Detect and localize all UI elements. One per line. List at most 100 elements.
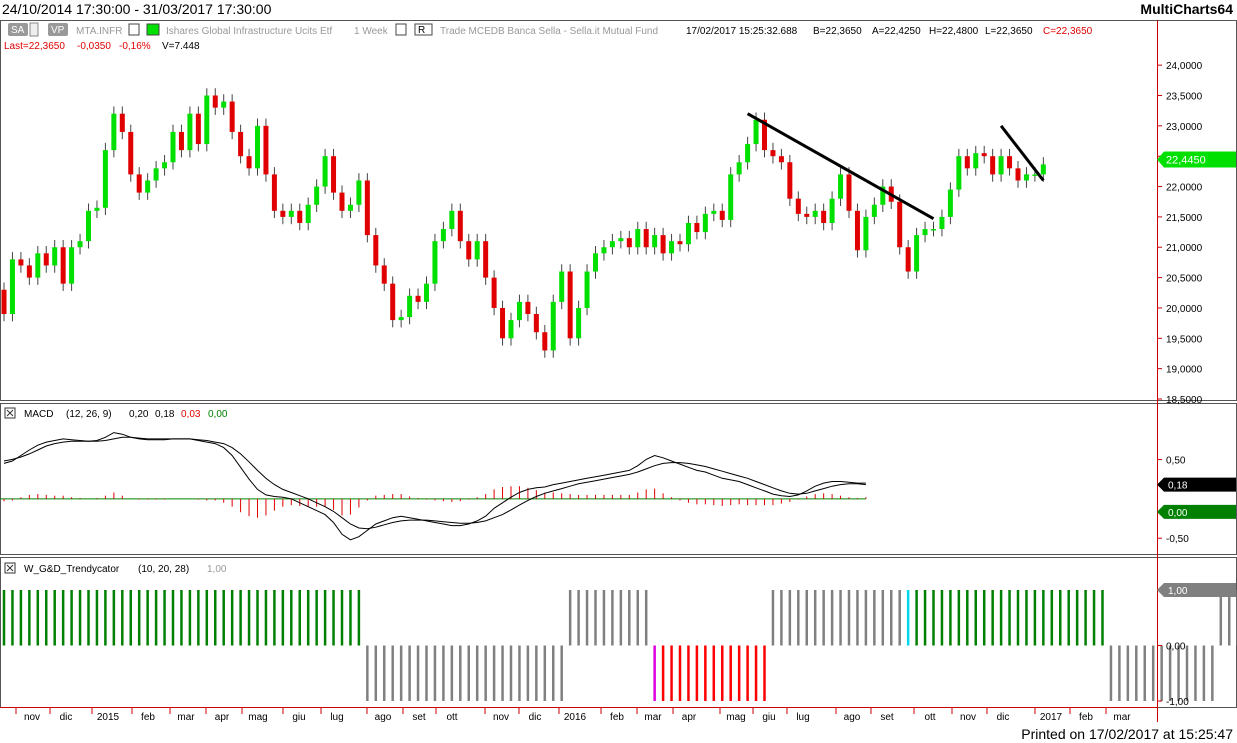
candle-body — [373, 235, 379, 266]
macd-series — [0, 432, 867, 541]
price-candles — [1, 88, 1046, 358]
candle-body — [111, 113, 117, 151]
macd-zero-tag — [1157, 504, 1236, 519]
trend-tick-label: -1,00 — [1166, 697, 1189, 708]
candle-body — [187, 113, 193, 151]
app-name: MultiCharts64 — [1140, 1, 1233, 17]
time-tick-label: apr — [682, 712, 697, 722]
trend-value: 1,00 — [207, 564, 227, 575]
candle-body — [136, 174, 142, 193]
candle-body — [719, 210, 725, 220]
macd-zero-label: 0,00 — [1168, 508, 1188, 519]
candle-body — [449, 210, 455, 230]
candle-body — [669, 241, 675, 254]
candle-body — [626, 238, 632, 248]
candle-body — [119, 113, 125, 132]
macd-panel[interactable] — [0, 403, 1237, 555]
price-change: -0,0350 — [77, 41, 111, 52]
candle-body — [838, 174, 844, 199]
macd-value-1: 0,20 — [129, 409, 149, 420]
candle-body — [415, 295, 421, 302]
candle-body — [914, 235, 920, 272]
price-tick-label: 20,5000 — [1166, 274, 1203, 285]
symbol-color-toggle[interactable] — [146, 23, 160, 36]
candle-body — [440, 229, 446, 242]
r-button[interactable] — [414, 23, 433, 36]
candle-body — [331, 156, 337, 193]
symbol-dropdown[interactable] — [128, 23, 140, 36]
time-tick-label: apr — [215, 712, 230, 722]
candle-body — [1023, 174, 1029, 181]
vp-button[interactable] — [48, 23, 68, 36]
candle-body — [998, 156, 1004, 175]
candle-body — [9, 259, 15, 315]
candle-body — [339, 192, 345, 211]
candle-body — [86, 210, 91, 242]
quote-source: Trade MCEDB Banca Sella - Sella.it Mutua… — [440, 26, 658, 37]
candle-body — [795, 198, 801, 214]
price-tick-label: 21,0000 — [1166, 243, 1203, 254]
candle-body — [762, 119, 767, 151]
candle-body — [778, 156, 784, 163]
candle-body — [829, 198, 835, 223]
candle-body — [939, 216, 945, 230]
time-tick-label: giu — [762, 712, 775, 722]
macd-last-label: 0,18 — [1168, 481, 1188, 492]
time-tick-label: mar — [1113, 712, 1131, 722]
macd-line — [3, 432, 866, 541]
last-price-label: 22,4450 — [1166, 155, 1206, 167]
print-footer: Printed on 17/02/2017 at 15:25:47 — [1021, 726, 1233, 742]
trend-header: W_G&D_Trendycator (10, 20, 28) 1,00 — [4, 562, 227, 575]
time-tick-label: ott — [446, 712, 457, 722]
candle-body — [652, 235, 658, 248]
candle-body — [195, 113, 201, 145]
candle-body — [1, 289, 7, 315]
candle-body — [702, 213, 708, 233]
time-tick-label: mag — [726, 712, 745, 722]
candle-body — [550, 301, 556, 351]
candle-body — [322, 156, 328, 187]
candle-body — [770, 150, 776, 157]
time-tick-label: lug — [796, 712, 809, 722]
time-tick-label: feb — [610, 712, 624, 722]
price-tick-label: 18,5000 — [1166, 395, 1203, 406]
sa-dropdown[interactable] — [29, 22, 39, 37]
candle-body — [601, 247, 607, 254]
macd-params: (12, 26, 9) — [66, 409, 112, 420]
ask-value: A=22,4250 — [872, 26, 921, 37]
r-label: R — [418, 25, 425, 36]
candle-body — [533, 314, 539, 333]
time-tick-label: feb — [141, 712, 155, 722]
candle-body — [821, 210, 827, 223]
candle-body — [305, 204, 311, 223]
price-tick-label: 19,0000 — [1166, 365, 1203, 376]
close-icon — [6, 564, 14, 572]
candle-body — [728, 174, 734, 220]
candle-body — [432, 241, 438, 284]
last-price: Last=22,3650 — [4, 41, 65, 52]
candle-body — [162, 162, 168, 169]
candle-body — [271, 174, 277, 211]
sa-button[interactable] — [8, 23, 28, 36]
candle-body — [846, 174, 852, 211]
candle-body — [170, 131, 176, 163]
macd-tick-label: 0,50 — [1166, 455, 1186, 466]
candle-body — [525, 301, 531, 315]
candle-body — [263, 125, 269, 175]
price-tick-label: 23,0000 — [1166, 122, 1203, 133]
chart-area[interactable]: SA VP MTA.INFR Ishares Global Infrastruc… — [0, 20, 1237, 722]
candle-body — [947, 189, 953, 217]
time-tick-label: dic — [60, 712, 73, 722]
candle-body — [981, 153, 987, 157]
candle-body — [364, 180, 370, 236]
quote-time: 17/02/2017 15:25:32.688 — [686, 26, 798, 37]
time-tick-label: dic — [997, 712, 1010, 722]
candle-body — [69, 247, 75, 284]
resolution-dropdown[interactable] — [395, 23, 407, 36]
price-panel[interactable] — [0, 20, 1237, 401]
bid-value: B=22,3650 — [813, 26, 862, 37]
close-value: C=22,3650 — [1043, 26, 1093, 37]
candle-body — [1032, 174, 1038, 176]
time-tick-label: lug — [330, 712, 343, 722]
macd-last-tag — [1157, 477, 1236, 492]
